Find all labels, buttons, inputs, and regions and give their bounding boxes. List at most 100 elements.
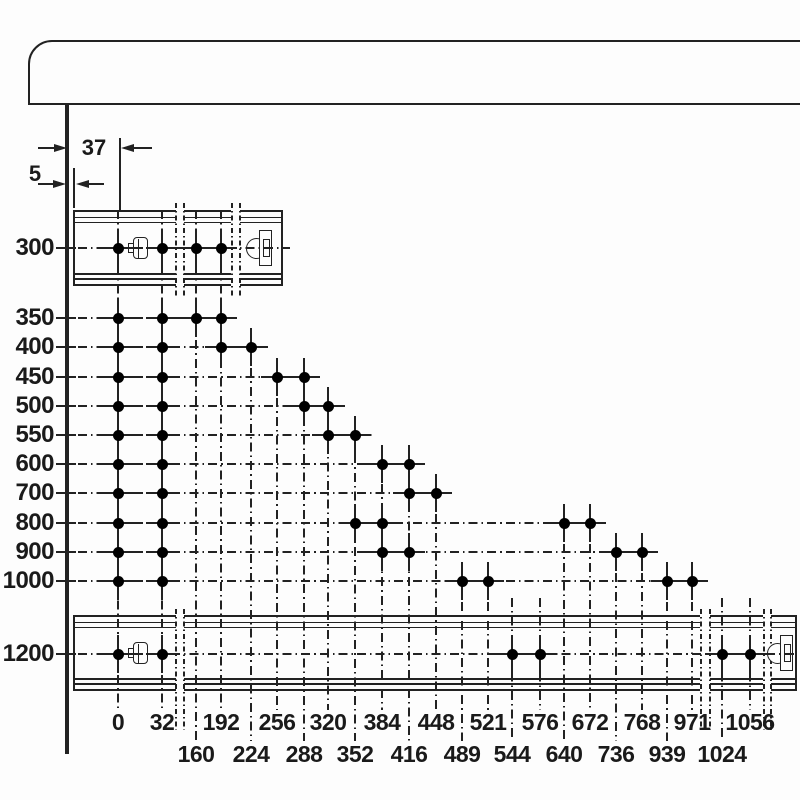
rail-section: [184, 615, 700, 691]
hole-dot: [271, 371, 283, 383]
rail-flange-line: [771, 621, 795, 623]
hole-dot: [112, 648, 124, 660]
hole-dot: [245, 341, 257, 353]
column-position-label: 736: [597, 741, 635, 767]
hole-dot: [661, 575, 673, 587]
rail-break-line: [763, 609, 765, 730]
hole-dot: [403, 487, 415, 499]
hole-dot: [112, 371, 124, 383]
rail-break-line: [770, 609, 772, 730]
rail-break-line: [239, 203, 241, 297]
column-position-label: 320: [309, 709, 347, 735]
column-position-label: 1024: [697, 741, 747, 767]
column-line: [381, 447, 383, 710]
row-axis-tick: [56, 346, 76, 348]
hole-dot: [112, 429, 124, 441]
row-length-label: 400: [15, 333, 54, 360]
arrow-right-icon: [54, 143, 67, 152]
rail-flange-line: [75, 216, 176, 218]
rail-flange-line: [184, 683, 700, 685]
hole-dot: [403, 546, 415, 558]
column-position-label: 416: [390, 741, 428, 767]
row-centerline: [78, 580, 708, 582]
hole-dot: [156, 371, 168, 383]
column-line: [250, 331, 252, 741]
hole-dot: [482, 575, 494, 587]
column-position-label: 672: [571, 709, 609, 735]
cabinet-top-panel: [28, 40, 800, 105]
row-axis-tick: [56, 434, 76, 436]
column-line: [666, 565, 668, 741]
column-line: [615, 536, 617, 741]
hole-dot: [112, 312, 124, 324]
rail-flange-line: [184, 221, 231, 223]
hole-dot: [298, 371, 310, 383]
row-length-label: 350: [15, 304, 54, 331]
hole-dot: [112, 575, 124, 587]
rail-flange-line: [75, 626, 176, 628]
column-line: [641, 536, 643, 710]
row-length-label: 1000: [2, 567, 55, 594]
column-position-label: 352: [336, 741, 374, 767]
hole-dot: [112, 546, 124, 558]
rail-flange-line: [771, 626, 795, 628]
column-position-label: 971: [673, 709, 711, 735]
row-axis-tick: [56, 522, 76, 524]
rail-flange-line: [184, 216, 231, 218]
arrow-left-icon: [76, 179, 89, 188]
rail-flange-line: [184, 678, 700, 680]
hole-dot: [376, 546, 388, 558]
row-axis-tick: [56, 317, 76, 319]
dimension-37-shaft-right: [134, 147, 152, 149]
column-line: [408, 447, 410, 741]
rail-flange-line: [710, 626, 763, 628]
row-centerline: [78, 434, 372, 436]
rail-flange-line: [240, 221, 281, 223]
rail-flange-line: [75, 678, 176, 680]
rail-flange-line: [710, 621, 763, 623]
hole-dot: [456, 575, 468, 587]
hole-dot: [156, 400, 168, 412]
row-length-label: 800: [15, 509, 54, 536]
hole-dot: [686, 575, 698, 587]
hole-dot: [112, 517, 124, 529]
row-length-label: 500: [15, 392, 54, 419]
column-position-label: 939: [648, 741, 686, 767]
rail-flange-line: [771, 683, 795, 685]
dimension-5-shaft-right: [89, 183, 104, 185]
arrow-left-icon: [121, 143, 134, 152]
rail-flange-line: [184, 626, 700, 628]
rail-flange-line: [240, 216, 281, 218]
hole-dot: [584, 517, 596, 529]
row-axis-tick: [56, 653, 76, 655]
row-axis-tick: [56, 247, 76, 249]
column-position-label: 521: [469, 709, 507, 735]
dimension-5-label: 5: [28, 161, 42, 186]
hole-dot: [376, 517, 388, 529]
rail-flange-line: [710, 678, 763, 680]
hole-dot: [744, 648, 756, 660]
column-position-label: 768: [623, 709, 661, 735]
dimension-37-label: 37: [81, 135, 107, 160]
hole-dot: [215, 341, 227, 353]
hole-dot: [190, 242, 202, 254]
row-axis-tick: [56, 580, 76, 582]
hole-dot: [610, 546, 622, 558]
column-line: [276, 361, 278, 710]
hole-dot: [156, 341, 168, 353]
row-length-label: 1200: [2, 640, 55, 667]
column-position-label: 489: [443, 741, 481, 767]
hole-dot: [156, 648, 168, 660]
arrow-right-icon: [53, 179, 66, 188]
row-length-label: 550: [15, 421, 54, 448]
column-position-label: 448: [417, 709, 455, 735]
rail-flange-line: [184, 278, 231, 280]
hook-fitting-icon: [783, 644, 791, 662]
column-line: [691, 565, 693, 710]
hole-dot: [156, 487, 168, 499]
hole-dot: [430, 487, 442, 499]
column-line: [354, 417, 356, 741]
column-line: [461, 565, 463, 741]
column-position-label: 576: [521, 709, 559, 735]
row-axis-tick: [56, 376, 76, 378]
